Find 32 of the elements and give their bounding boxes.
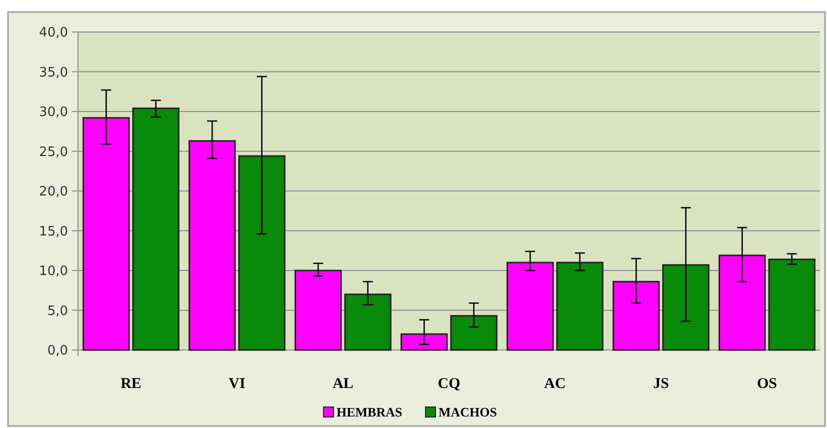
x-tick-label: JS: [653, 376, 669, 392]
bar: [662, 264, 710, 351]
bar: [506, 262, 554, 351]
bar: [556, 262, 604, 351]
y-tick-label: 30,0: [39, 105, 68, 120]
legend-label: HEMBRAS: [336, 404, 402, 420]
y-tick-label: 35,0: [39, 65, 68, 80]
bar: [132, 108, 180, 351]
bar: [344, 294, 392, 351]
bar: [400, 333, 448, 351]
y-tick-label: 15,0: [39, 224, 68, 240]
bar: [188, 140, 236, 351]
x-tick-label: CQ: [438, 376, 461, 392]
y-tick-label: 5,0: [47, 304, 68, 319]
legend-label: MACHOS: [438, 404, 497, 420]
bar: [294, 270, 342, 351]
x-tick-label: VI: [228, 376, 246, 392]
bar: [82, 117, 130, 351]
bar: [450, 315, 498, 351]
x-tick-label: RE: [120, 376, 142, 392]
x-tick-label: AC: [544, 376, 566, 392]
bar: [612, 280, 660, 351]
y-tick-label: 0,0: [47, 344, 68, 359]
bar: [238, 155, 286, 351]
bar: [718, 254, 766, 351]
y-tick-label: 25,0: [39, 144, 68, 160]
x-tick-label: AL: [332, 376, 354, 392]
y-tick-label: 40,0: [39, 26, 68, 41]
x-tick-label: OS: [756, 376, 778, 392]
bar: [768, 258, 816, 351]
y-tick-label: 20,0: [39, 184, 68, 200]
y-tick-label: 10,0: [39, 264, 68, 280]
